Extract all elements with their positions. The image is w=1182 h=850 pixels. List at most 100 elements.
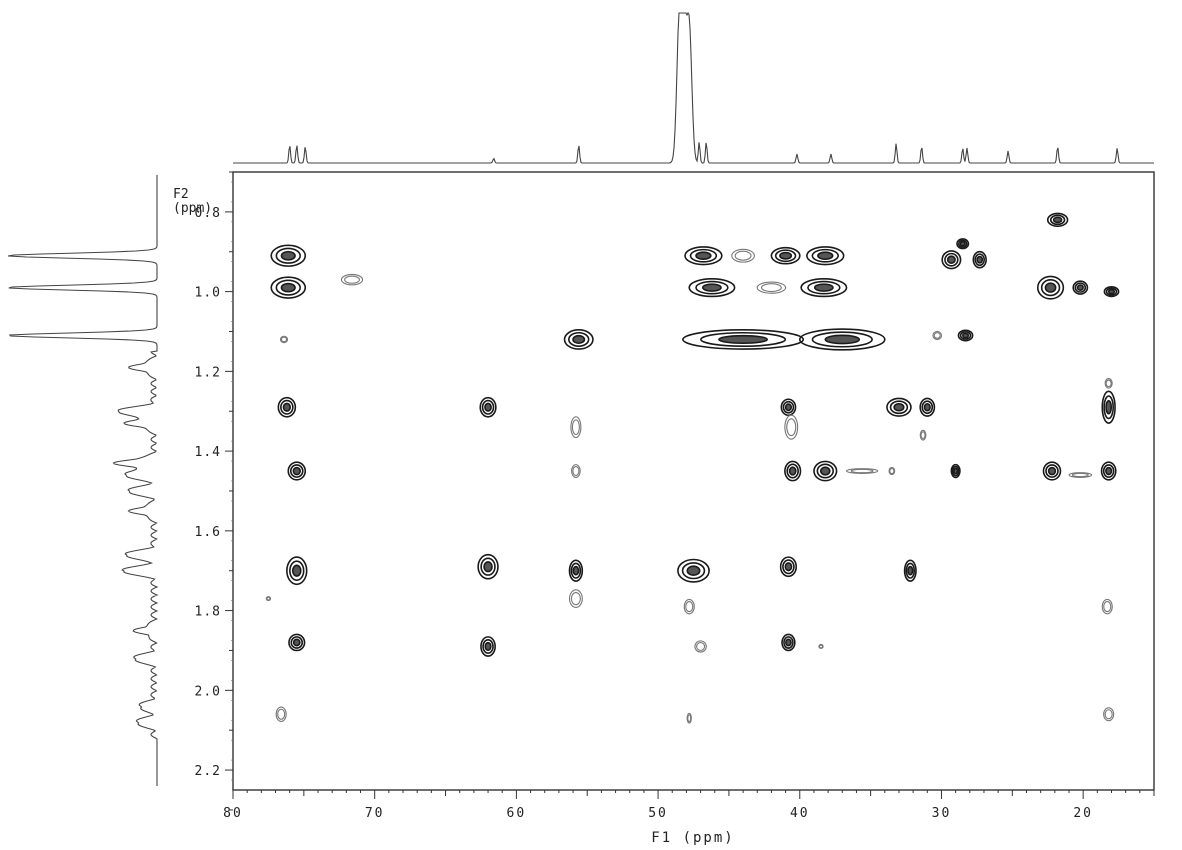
f2-projection-trace [7,175,159,786]
cross-peak [784,460,802,482]
cross-peak-contour [1103,395,1114,420]
cross-peak-contour [782,559,795,575]
cross-peak-contour [280,250,296,261]
cross-peak [684,246,723,266]
cross-peak-contour [1105,466,1113,476]
cross-peak [1104,377,1113,389]
cross-peak-contour [905,562,916,579]
cross-peak [686,712,692,724]
cross-peak-contour [788,466,797,476]
cross-peak-contour [702,283,722,292]
cross-peak-contour [806,246,845,266]
cross-peak-contour [275,706,287,722]
cross-peak [770,246,801,265]
cross-peak-contour [694,640,707,653]
cross-peak-contour [893,402,905,412]
cross-peak-contour [889,467,895,475]
cross-peak-contour [700,331,787,347]
cross-peak-contour [477,553,499,580]
cross-peak [798,328,886,351]
cross-peak [279,335,289,344]
cross-peak-contour [483,561,493,573]
y-tick-label: 1.8 [195,605,221,620]
cross-peak-contour [270,244,307,267]
cross-peak-contour [1101,390,1116,424]
cross-peak-contour [1076,284,1084,292]
cross-peak [1068,472,1093,478]
x-tick-label: 50 [648,806,668,821]
cross-peak [275,706,287,722]
cross-peak-contour [1042,461,1062,481]
f1-projection-spectrum [233,11,1154,164]
x-tick-label: 70 [365,806,385,821]
x-tick-label: 60 [507,806,527,821]
cross-peak-contour [1101,598,1113,615]
y-tick-label: 1.2 [195,365,221,380]
cross-peak-contour [811,248,839,263]
cross-peak-contour [779,556,798,578]
cross-peak [1101,390,1116,424]
cross-peak-contour [571,464,581,478]
cross-peak-contour [976,255,984,264]
cross-peak [682,329,805,350]
cross-peak-contour [277,396,297,418]
cross-peak [845,468,879,474]
cross-peak [919,429,927,441]
cross-peak-contour [760,283,782,293]
cross-peak [972,250,987,269]
cross-peak-contour [688,278,736,298]
cross-peak-contour [813,460,838,482]
cross-peak-contour [570,562,582,579]
cross-peak-contour [907,565,914,576]
cross-peak-contour [482,638,494,654]
cross-peak-contour [933,332,941,339]
cross-peak-contour [684,246,723,266]
cross-peak-contour [572,334,586,345]
cross-peak-contour [850,468,874,474]
cross-peak [1101,598,1113,615]
cross-peak [571,464,581,478]
cross-peak-contour [957,329,974,342]
cross-peak-contour [1040,279,1061,297]
cross-peak-layer [265,212,1120,724]
cross-peak [568,559,584,582]
cross-peak [957,329,974,342]
cross-peak-contour [695,280,729,295]
cross-peak [956,238,970,250]
y-tick-label: 1.4 [195,445,221,460]
cross-peak-contour [946,255,956,265]
cross-peak [270,244,307,267]
cross-peak-contour [480,636,496,657]
cross-peak [1036,275,1065,300]
cross-peak-contour [786,463,799,479]
cross-peak-contour [818,643,824,650]
x-tick-label: 30 [932,806,952,821]
y-tick-label: 2.2 [195,764,221,779]
cross-peak-contour [920,431,926,439]
cross-peak-contour [824,334,861,345]
cross-peak [932,330,943,341]
cross-peak-contour [903,559,917,582]
cross-peak-contour [921,400,934,415]
y-tick-label: 0.8 [195,206,221,221]
cross-peak-contour [280,336,288,343]
cross-peak-contour [1045,464,1059,478]
x-tick-label: 80 [223,806,243,821]
cross-peak [1072,280,1089,295]
cross-peak-contour [951,465,960,477]
cross-peak-contour [1104,377,1113,389]
cross-peak [941,250,962,270]
cross-peak-contour [784,562,793,572]
cross-peak-contour [266,596,271,601]
cross-peak [1046,212,1069,228]
cross-peak-contour [287,461,307,481]
cross-peak [265,596,272,602]
cross-peak-contour [816,463,834,479]
cross-peak-contour [718,334,768,345]
cross-peak-contour [813,283,834,292]
cross-peak-contour [681,562,706,580]
cross-peak-contour [696,642,706,651]
cross-peak-contour [677,558,710,583]
cross-peak-contour [344,275,360,284]
